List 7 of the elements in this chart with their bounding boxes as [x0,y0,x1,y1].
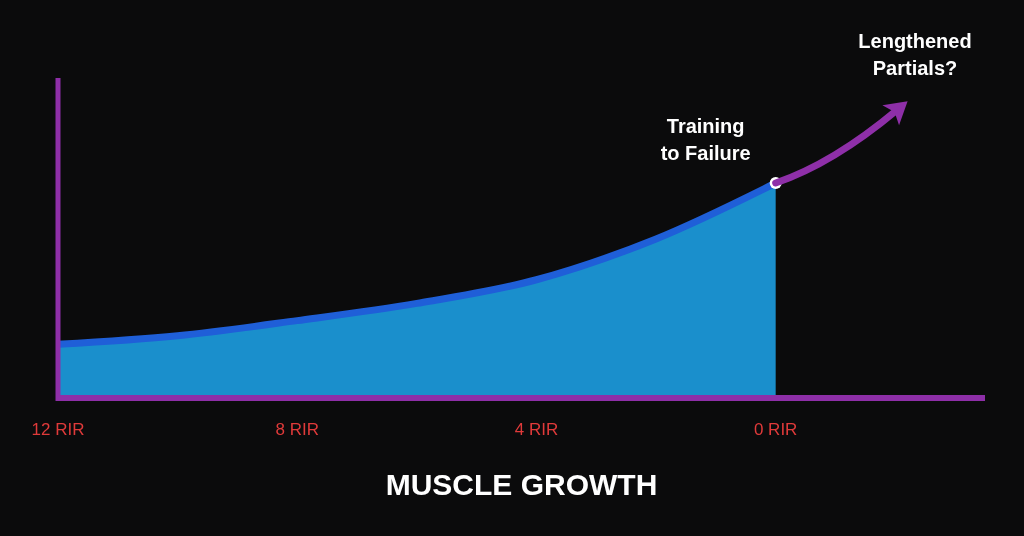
x-tick-label: 12 RIR [31,420,85,439]
x-tick-label: 8 RIR [275,420,319,439]
x-axis-title: MUSCLE GROWTH [385,468,658,501]
x-tick-label: 0 RIR [753,420,798,439]
annotation: Training to Failure [660,115,751,164]
x-tick-label: 4 RIR [514,420,559,439]
text: Lengthened Partials? [858,30,972,79]
